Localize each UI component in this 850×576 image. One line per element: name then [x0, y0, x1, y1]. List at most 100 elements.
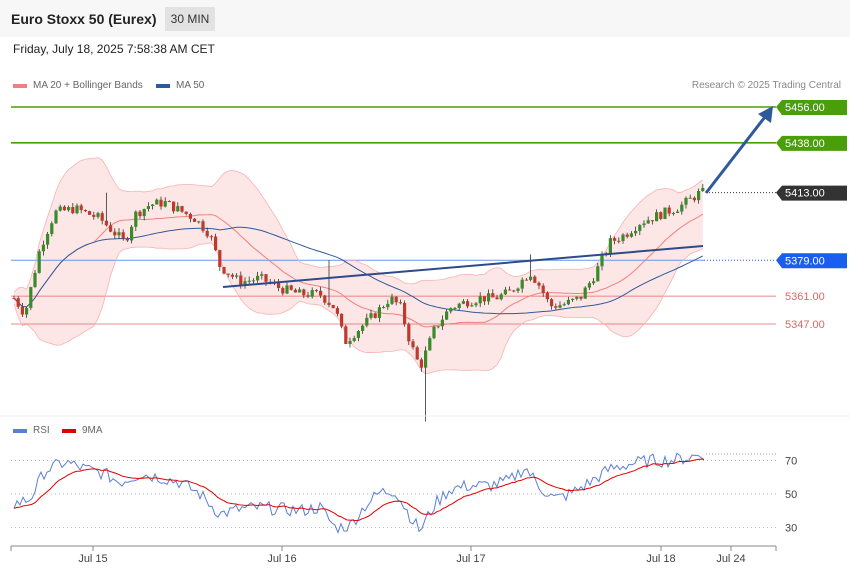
candle-body [96, 213, 100, 217]
candle-body [533, 276, 537, 283]
ma50-swatch [156, 83, 170, 88]
candle-body [83, 209, 87, 212]
candle-body [155, 199, 159, 205]
candle-body [407, 324, 411, 342]
candle-body [104, 220, 108, 226]
candle-body [159, 199, 163, 207]
candle-body [386, 303, 390, 308]
candle-body [184, 211, 188, 214]
rsi-ma-swatch [62, 428, 76, 433]
candle-body [491, 293, 495, 298]
candle-body [516, 288, 520, 291]
candle-body [474, 303, 478, 306]
candle-body [688, 197, 692, 199]
candle-body [629, 233, 633, 237]
level-tag-1 [776, 135, 847, 151]
candle-body [667, 207, 671, 214]
candle-body [41, 244, 45, 252]
rsi-ma-line [13, 458, 705, 522]
candle-body [348, 340, 352, 344]
candle-body [218, 250, 222, 268]
candle-body [545, 292, 549, 300]
candle-body [499, 294, 503, 300]
candle-body [172, 201, 176, 212]
candle-body [125, 238, 129, 241]
candle-body [88, 211, 92, 215]
candle-body [524, 279, 528, 281]
candle-body [50, 223, 54, 234]
candle-body [382, 307, 386, 309]
bollinger-lower [13, 242, 703, 375]
candle-body [596, 266, 600, 282]
candle-body [344, 326, 348, 344]
x-tick-label: Jul 17 [456, 553, 485, 565]
level-label-3: 5379.00 [785, 255, 825, 267]
candle-body [461, 301, 465, 304]
legend-ma20: MA 20 + Bollinger Bands [13, 80, 143, 91]
candle-body [302, 289, 306, 296]
candle-body [621, 234, 625, 241]
rsi-tick-30: 30 [785, 523, 797, 535]
candle-body [558, 305, 562, 308]
candle-body [634, 230, 638, 234]
candle-body [470, 305, 474, 307]
candle-body [188, 213, 192, 219]
candle-body [638, 225, 642, 231]
candle-body [428, 338, 432, 351]
candle-body [512, 290, 516, 292]
candle-body [419, 359, 423, 368]
rsi-line [13, 452, 705, 535]
candle-body [646, 220, 650, 224]
candle-body [37, 251, 41, 273]
candle-body [487, 293, 491, 302]
candle-body [33, 272, 37, 288]
candle-body [25, 307, 29, 315]
candle-body [319, 290, 323, 296]
candle-body [58, 206, 62, 211]
time-axis: Jul 15 Jul 16 Jul 17 Jul 18 Jul 24 [0, 415, 850, 565]
candle-body [650, 220, 654, 222]
candle-body [680, 204, 684, 212]
level-labels: 5456.00 5438.00 5413.00 5379.00 5361.00 5347.… [776, 100, 847, 331]
candle-body [146, 206, 150, 209]
candle-body [495, 297, 499, 300]
candle-body [92, 214, 96, 217]
candle-body [71, 207, 75, 214]
candle-body [67, 207, 71, 211]
candle-body [642, 223, 646, 226]
candle-body [449, 308, 453, 312]
candle-body [436, 326, 440, 328]
candle-body [659, 212, 663, 219]
candle-body [356, 331, 360, 339]
candle-body [209, 236, 213, 238]
target-arrow-shaft [704, 112, 770, 194]
candle-body [121, 232, 125, 239]
candle-body [503, 289, 507, 295]
bollinger-upper [13, 157, 704, 293]
candle-body [75, 205, 79, 214]
candle-body [235, 275, 239, 277]
rsi-swatch [13, 428, 27, 433]
candle-body [361, 325, 365, 332]
chart-datetime: Friday, July 18, 2025 7:58:38 AM CET [13, 42, 215, 56]
candle-body [20, 306, 24, 315]
candle-body [365, 317, 369, 326]
candle-body [562, 304, 566, 306]
timeframe-badge[interactable]: 30 MIN [165, 7, 215, 31]
candle-body [482, 296, 486, 302]
candle-body [138, 211, 142, 217]
candle-body [571, 298, 575, 300]
legend-ma20-label: MA 20 + Bollinger Bands [33, 80, 143, 91]
x-tick-label: Jul 16 [267, 553, 296, 565]
candle-body [239, 275, 243, 286]
candle-body [142, 208, 146, 217]
candle-body [226, 273, 230, 275]
legend-rsi-ma: 9MA [62, 425, 103, 436]
candle-body [222, 267, 226, 274]
candle-body [529, 276, 533, 280]
candle-body [554, 306, 558, 308]
candle-body [163, 201, 167, 207]
candle-body [247, 280, 251, 282]
candle-body [466, 301, 470, 307]
